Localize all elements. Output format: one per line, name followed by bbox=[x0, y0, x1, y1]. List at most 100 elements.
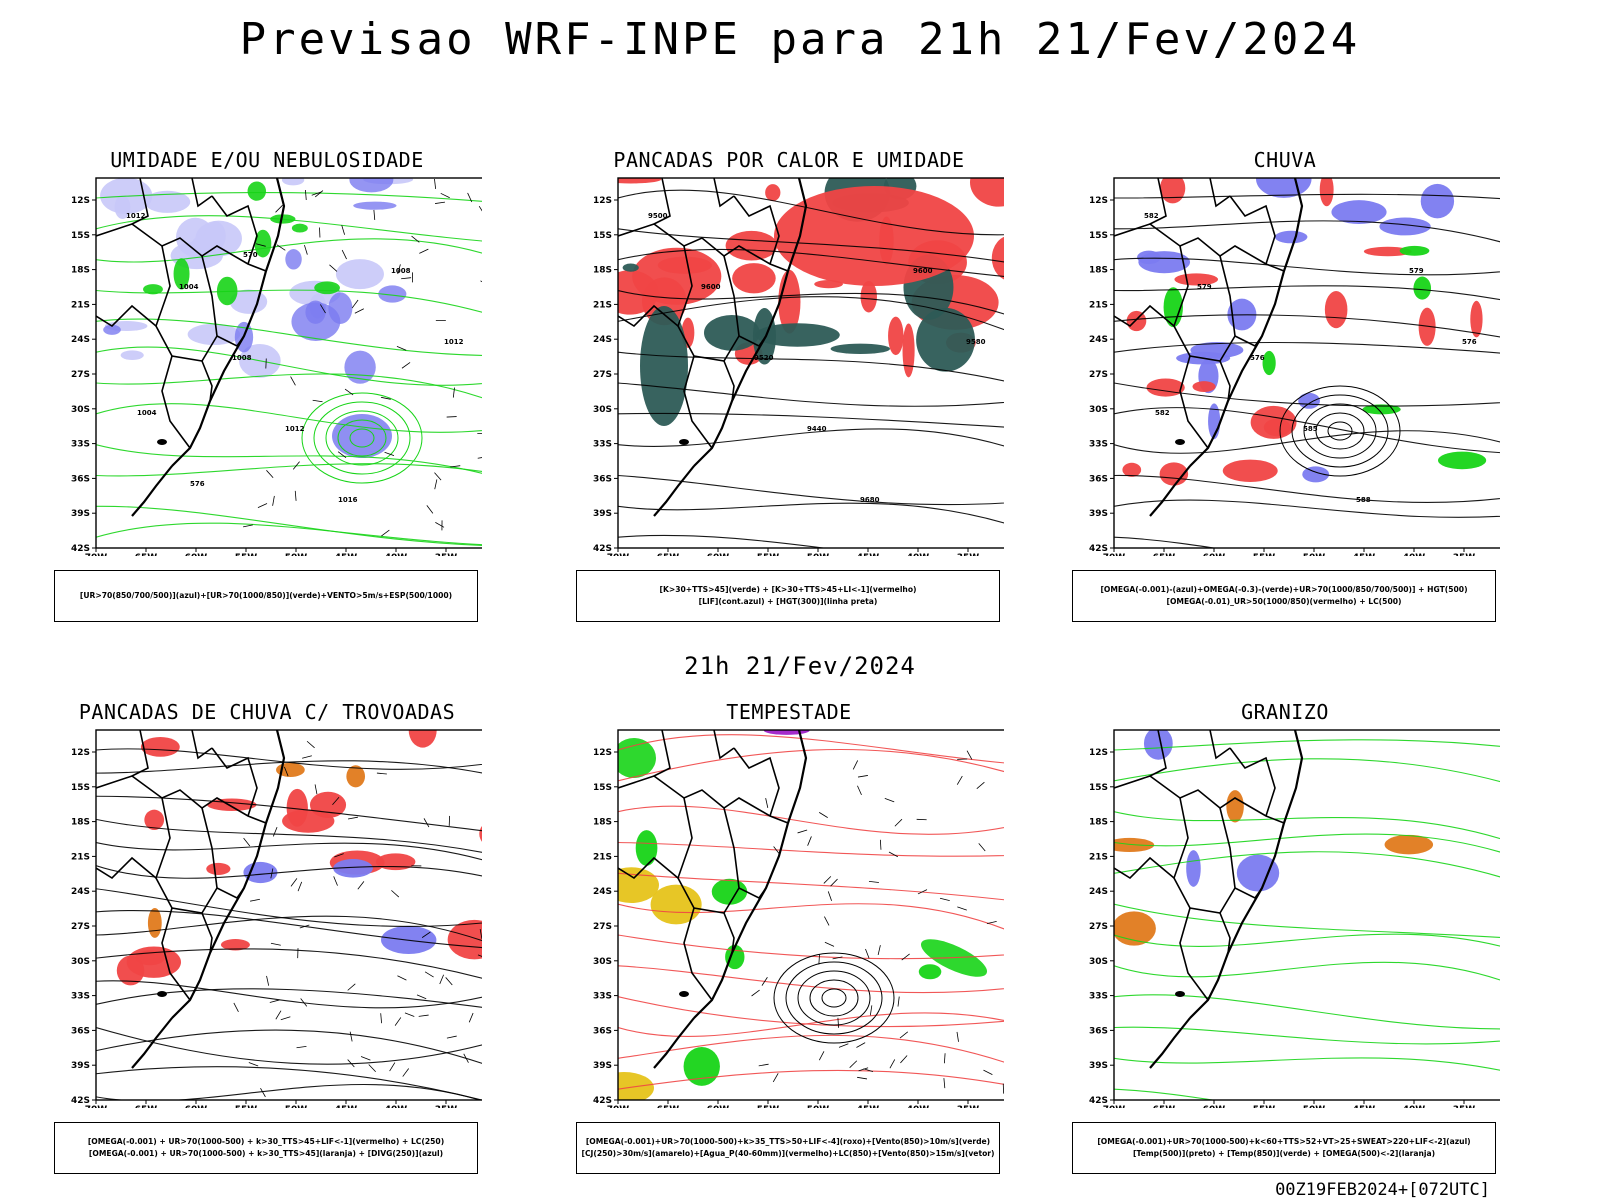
wind-vector bbox=[452, 387, 455, 398]
lon-label: 35W bbox=[1453, 1105, 1476, 1108]
country-border bbox=[1234, 887, 1263, 900]
field-blob bbox=[335, 259, 384, 290]
contour-line bbox=[96, 818, 482, 853]
wind-vector bbox=[380, 1013, 382, 1024]
contour-line bbox=[618, 189, 1004, 236]
contour-line bbox=[1114, 474, 1500, 504]
field-blob bbox=[1420, 183, 1455, 219]
lon-label: 65W bbox=[1153, 1105, 1176, 1108]
caption-line: [OMEGA(-0.001) + UR>70(1000-500) + k>30_… bbox=[88, 1149, 444, 1158]
field-blob bbox=[1137, 250, 1161, 265]
lat-label: 15S bbox=[593, 231, 612, 241]
coastline bbox=[131, 730, 286, 1069]
panel-title: CHUVA bbox=[1253, 148, 1317, 172]
wind-vector bbox=[917, 889, 928, 895]
wind-vector bbox=[250, 898, 261, 902]
field-blob bbox=[314, 281, 340, 295]
field-blob bbox=[888, 316, 904, 356]
wind-vector bbox=[419, 248, 429, 254]
run-stamp: 00Z19FEB2024+[072UTC] bbox=[1275, 1180, 1490, 1200]
wind-vector bbox=[943, 1053, 946, 1064]
wind-vector bbox=[296, 1045, 307, 1049]
contour-label: 1012 bbox=[444, 338, 464, 346]
country-border bbox=[131, 730, 149, 777]
wind-vector bbox=[957, 906, 967, 911]
contour-line bbox=[96, 748, 482, 770]
wind-vector bbox=[877, 945, 881, 956]
field-blob bbox=[220, 939, 250, 951]
country-border bbox=[1173, 245, 1236, 362]
forecast-map: 12S 15S 18S 21S 24S 27S 30S 33S 36S 39S 42S70W 65W 6… bbox=[71, 729, 482, 1108]
field-blob bbox=[622, 263, 639, 272]
lon-label: 65W bbox=[1153, 553, 1176, 556]
wind-vector bbox=[477, 954, 482, 957]
country-border bbox=[738, 887, 767, 900]
wind-vector bbox=[397, 264, 401, 275]
field-blob bbox=[1226, 790, 1244, 823]
lat-label: 27S bbox=[1089, 922, 1108, 932]
wind-vector bbox=[292, 461, 300, 470]
field-blob bbox=[140, 737, 180, 757]
wind-vector bbox=[818, 954, 820, 965]
wind-vector bbox=[435, 521, 445, 528]
wind-vector bbox=[966, 750, 973, 760]
field-blob bbox=[1384, 834, 1434, 855]
wind-vector bbox=[797, 829, 808, 834]
field-blob bbox=[282, 809, 335, 833]
map-frame bbox=[95, 729, 482, 1101]
country-border bbox=[677, 245, 740, 362]
country-border bbox=[1229, 747, 1276, 817]
lon-label: 60W bbox=[185, 553, 208, 556]
map-layer bbox=[96, 730, 482, 1100]
country-border bbox=[618, 304, 679, 328]
contour-line bbox=[96, 1029, 482, 1065]
lon-label: 40W bbox=[385, 1105, 408, 1108]
field-blob bbox=[683, 1046, 720, 1086]
lat-label: 12S bbox=[1089, 748, 1108, 758]
lagoon bbox=[679, 439, 689, 445]
contour-line bbox=[618, 351, 1004, 382]
lon-label: 50W bbox=[807, 553, 830, 556]
lat-label: 42S bbox=[1089, 1096, 1108, 1106]
contour-line bbox=[96, 915, 482, 942]
map-frame bbox=[617, 177, 1004, 549]
field-blob bbox=[254, 229, 272, 258]
caption-line: [CJ(250)>30m/s](amarelo)+[Agua_P(40-60mm… bbox=[581, 1149, 995, 1158]
field-blob bbox=[991, 236, 1004, 280]
wind-vector bbox=[434, 472, 442, 481]
cyclone-contour bbox=[1327, 421, 1353, 441]
cyclone-contour bbox=[1279, 385, 1401, 477]
contour-label: 576 bbox=[1462, 338, 1477, 346]
wind-vector bbox=[276, 244, 286, 251]
field-blob bbox=[1126, 310, 1147, 332]
contour-line bbox=[618, 534, 828, 548]
contour-line bbox=[1114, 1057, 1500, 1071]
field-blob bbox=[346, 765, 366, 788]
contour-line bbox=[96, 373, 482, 399]
lat-label: 36S bbox=[71, 474, 90, 484]
lon-label: 70W bbox=[85, 1105, 108, 1108]
map-layer: 9500 9600 9520 9440 9680 9600 9580 bbox=[618, 178, 1004, 548]
lat-label: 27S bbox=[71, 922, 90, 932]
wind-vector bbox=[401, 362, 411, 369]
lat-label: 24S bbox=[593, 887, 612, 897]
wind-vector bbox=[765, 798, 769, 808]
contour-line bbox=[96, 888, 482, 928]
lagoon bbox=[1175, 991, 1185, 997]
field-blob bbox=[1302, 466, 1330, 483]
lat-label: 24S bbox=[1089, 335, 1108, 345]
wind-vector bbox=[280, 1016, 291, 1021]
lat-label: 30S bbox=[1089, 405, 1108, 415]
contour-label: 585 bbox=[1303, 425, 1318, 433]
wind-vector bbox=[857, 775, 868, 778]
contour-line bbox=[618, 1069, 1004, 1090]
contour-line bbox=[96, 238, 482, 263]
cyclone-contour bbox=[773, 952, 895, 1044]
country-border bbox=[191, 730, 213, 760]
field-blob bbox=[1319, 178, 1334, 207]
country-border bbox=[1114, 223, 1285, 272]
lagoon bbox=[1175, 439, 1185, 445]
country-border bbox=[1209, 178, 1231, 208]
lon-label: 60W bbox=[1203, 553, 1226, 556]
country-border bbox=[723, 360, 735, 402]
